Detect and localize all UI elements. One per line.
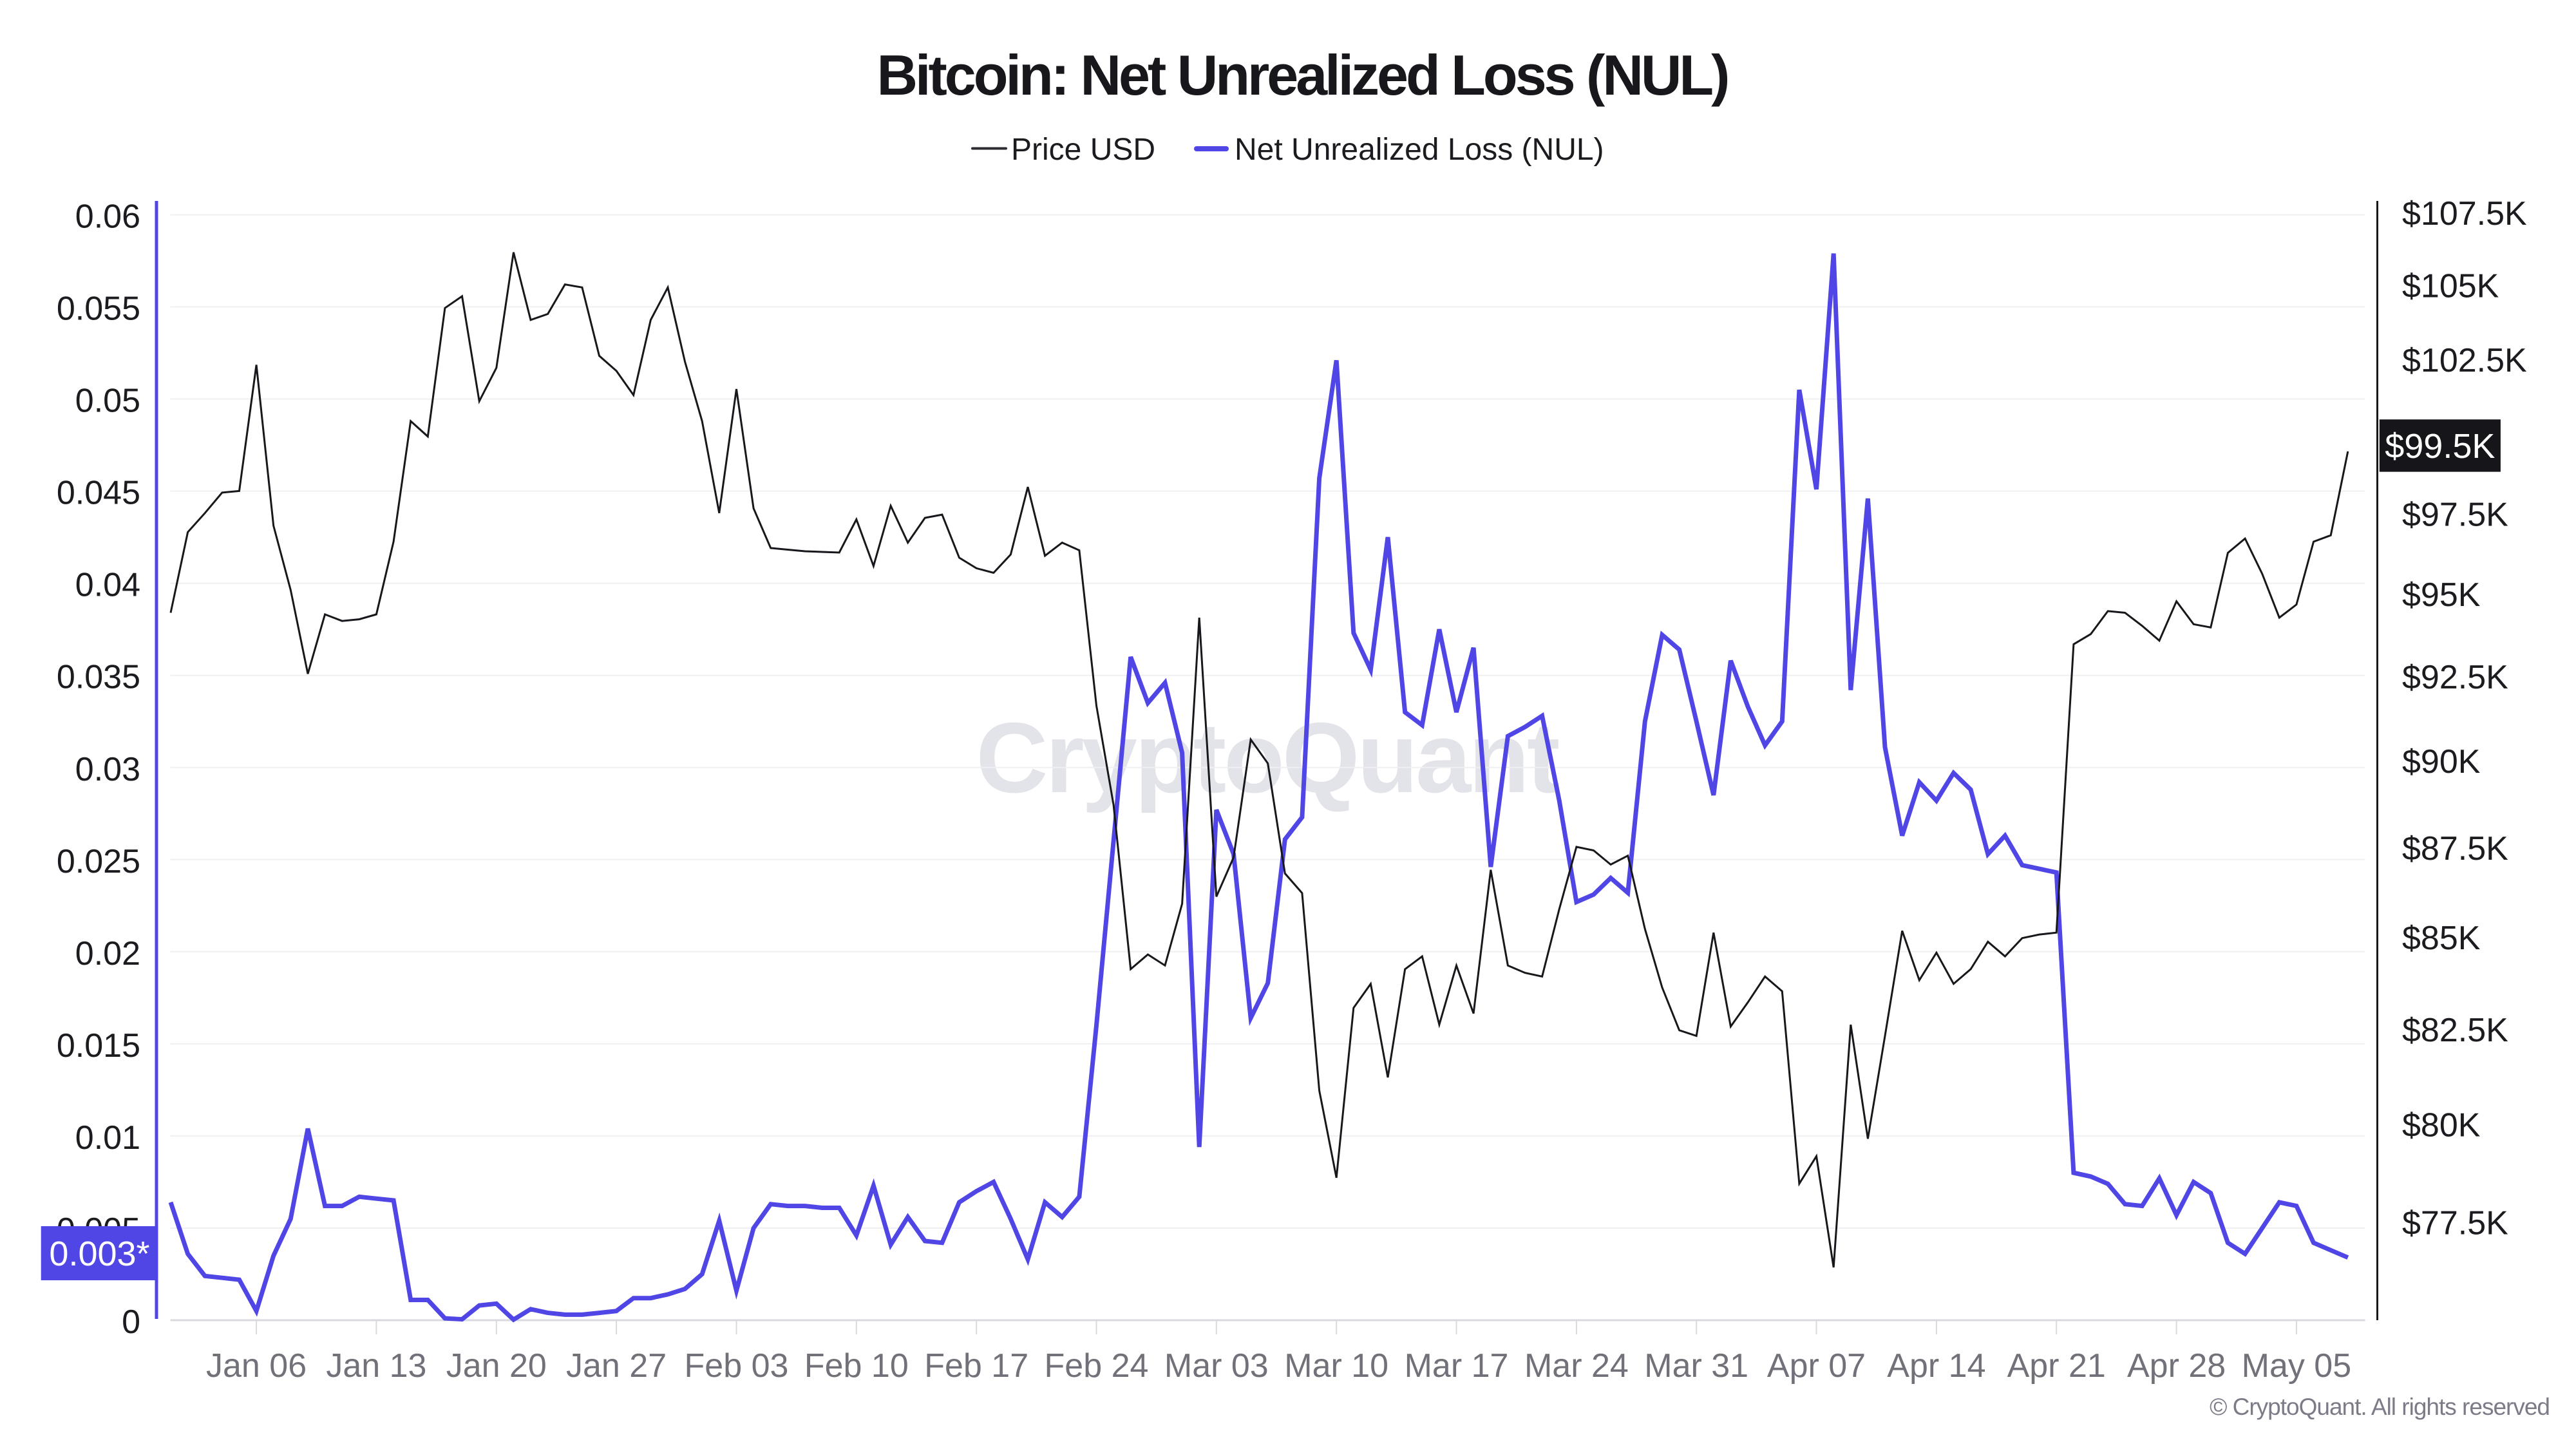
svg-text:0.03: 0.03 — [75, 751, 140, 788]
svg-text:Jan 20: Jan 20 — [446, 1347, 547, 1385]
svg-text:$95K: $95K — [2402, 576, 2481, 614]
svg-text:$99.5K: $99.5K — [2385, 427, 2495, 466]
svg-text:Apr 14: Apr 14 — [1887, 1347, 1985, 1385]
svg-text:Jan 06: Jan 06 — [206, 1347, 307, 1385]
svg-text:Mar 31: Mar 31 — [1644, 1347, 1748, 1385]
svg-text:Price USD: Price USD — [1011, 133, 1155, 167]
svg-text:$90K: $90K — [2402, 743, 2481, 781]
svg-text:0.015: 0.015 — [57, 1027, 140, 1065]
svg-text:0.045: 0.045 — [57, 475, 140, 512]
svg-text:0.02: 0.02 — [75, 935, 140, 972]
svg-text:Apr 07: Apr 07 — [1767, 1347, 1866, 1385]
svg-text:0.003*: 0.003* — [49, 1235, 149, 1273]
svg-text:$87.5K: $87.5K — [2402, 830, 2508, 867]
svg-text:$105K: $105K — [2402, 268, 2499, 305]
svg-text:$82.5K: $82.5K — [2402, 1012, 2508, 1049]
svg-text:0.035: 0.035 — [57, 659, 140, 696]
svg-text:Net Unrealized Loss (NUL): Net Unrealized Loss (NUL) — [1235, 133, 1604, 167]
svg-text:0: 0 — [122, 1303, 140, 1341]
svg-text:0.055: 0.055 — [57, 290, 140, 328]
svg-text:Feb 17: Feb 17 — [924, 1347, 1028, 1385]
svg-text:Bitcoin: Net Unrealized Loss (: Bitcoin: Net Unrealized Loss (NUL) — [877, 43, 1728, 107]
svg-text:Mar 17: Mar 17 — [1405, 1347, 1509, 1385]
svg-text:May 05: May 05 — [2242, 1347, 2352, 1385]
svg-text:Mar 10: Mar 10 — [1284, 1347, 1388, 1385]
svg-text:0.025: 0.025 — [57, 843, 140, 880]
svg-text:$97.5K: $97.5K — [2402, 497, 2508, 534]
svg-text:0.04: 0.04 — [75, 567, 140, 604]
svg-text:Apr 21: Apr 21 — [2007, 1347, 2106, 1385]
svg-text:$107.5K: $107.5K — [2402, 195, 2527, 232]
svg-text:© CryptoQuant. All rights rese: © CryptoQuant. All rights reserved — [2210, 1394, 2550, 1420]
svg-text:Feb 03: Feb 03 — [685, 1347, 789, 1385]
svg-text:Mar 03: Mar 03 — [1164, 1347, 1269, 1385]
svg-text:Mar 24: Mar 24 — [1524, 1347, 1629, 1385]
svg-text:$85K: $85K — [2402, 920, 2481, 957]
svg-text:$80K: $80K — [2402, 1106, 2481, 1144]
svg-text:Feb 24: Feb 24 — [1045, 1347, 1149, 1385]
svg-text:CryptoQuant: CryptoQuant — [976, 702, 1559, 813]
svg-text:Apr 28: Apr 28 — [2127, 1347, 2226, 1385]
svg-text:$102.5K: $102.5K — [2402, 342, 2527, 379]
svg-text:0.05: 0.05 — [75, 383, 140, 420]
svg-text:$77.5K: $77.5K — [2402, 1204, 2508, 1242]
svg-text:Feb 10: Feb 10 — [804, 1347, 909, 1385]
svg-text:$92.5K: $92.5K — [2402, 659, 2508, 696]
svg-text:Jan 13: Jan 13 — [326, 1347, 426, 1385]
svg-text:0.06: 0.06 — [75, 198, 140, 236]
svg-text:0.01: 0.01 — [75, 1119, 140, 1157]
svg-text:Jan 27: Jan 27 — [566, 1347, 667, 1385]
